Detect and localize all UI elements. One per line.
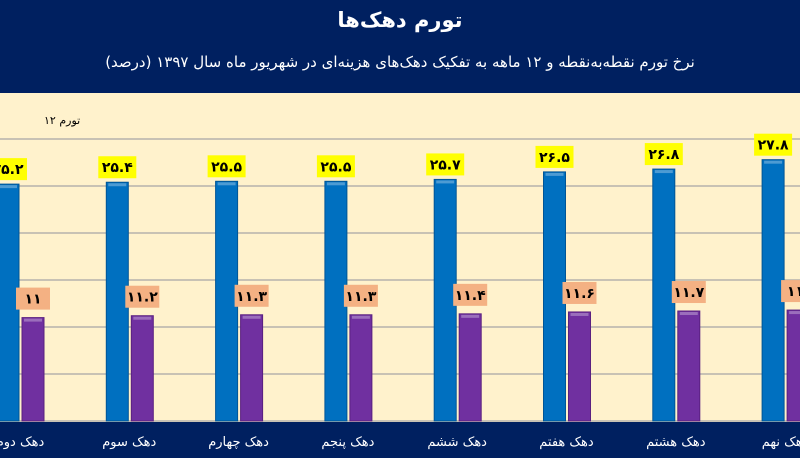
bar-highlight (764, 160, 783, 164)
category-axis-band (0, 422, 800, 458)
bar-highlight (24, 318, 42, 322)
bar-highlight (654, 170, 673, 174)
category-label: دهک چهارم (208, 435, 269, 450)
data-label-box (671, 281, 706, 304)
bar-highlight (108, 183, 127, 187)
chart-subtitle: نرخ تورم نقطه‌به‌نقطه و ۱۲ ماهه به تفکیک… (105, 53, 695, 71)
category-label: دهک پنجم (321, 435, 374, 450)
bar-point-to-point (105, 181, 129, 422)
data-label-box (16, 287, 50, 310)
data-label-box (754, 133, 793, 156)
data-label-box (562, 281, 597, 304)
data-label: ۲۵.۲ (0, 162, 24, 178)
bar-12-month (458, 313, 482, 422)
bar-12-month (130, 315, 154, 422)
data-label: ۲۶.۸ (648, 147, 679, 163)
category-label: دهک هشتم (646, 435, 706, 450)
bar-highlight (436, 180, 455, 184)
data-label-box (644, 143, 683, 166)
data-label: ۱۱.۳ (236, 289, 267, 305)
data-label: ۱۱ (24, 292, 41, 308)
bar-highlight (570, 312, 589, 316)
bar-point-to-point (433, 178, 457, 422)
bar-highlight (789, 311, 800, 315)
bar-12-month (240, 314, 264, 422)
legend-text: تورم ۱۲ (44, 114, 80, 127)
bar-point-to-point (761, 159, 785, 422)
bar-highlight (133, 316, 152, 320)
bar-highlight (217, 182, 236, 186)
bar-point-to-point (215, 180, 239, 422)
data-label: ۲۵.۷ (430, 157, 461, 173)
bar-highlight (351, 315, 370, 319)
bar-12-month (21, 317, 45, 422)
chart-title: تورم دهک‌ها (337, 8, 463, 32)
category-label: دهک هفتم (539, 435, 594, 450)
bar-12-month (568, 311, 591, 422)
data-label-box (0, 158, 27, 181)
data-label: ۱۱.۲ (127, 290, 158, 306)
data-label-box (207, 155, 246, 178)
data-label-box (453, 283, 488, 306)
data-label-box (234, 284, 269, 307)
bar-12-month (786, 309, 800, 422)
data-label-box (98, 156, 137, 179)
bar-point-to-point (324, 180, 348, 422)
bar-highlight (242, 315, 261, 319)
bar-highlight (326, 182, 345, 186)
data-label-box (781, 280, 800, 303)
data-label-box (343, 284, 378, 307)
category-label: دهک دوم (0, 435, 44, 450)
data-label: ۲۵.۴ (102, 160, 133, 176)
data-label-box (535, 145, 574, 168)
data-label: ۲۵.۵ (320, 159, 351, 175)
category-label: دهک سوم (102, 435, 156, 450)
data-label: ۲۷.۸ (758, 138, 789, 154)
data-label: ۱۱.۶ (564, 286, 595, 302)
data-label: ۱۱.۴ (455, 288, 486, 304)
data-label: ۲۶.۵ (539, 150, 570, 166)
bar-12-month (677, 310, 701, 422)
chart-header: تورم دهک‌ها نرخ تورم نقطه‌به‌نقطه و ۱۲ م… (0, 0, 800, 93)
category-label: دهک ششم (427, 435, 487, 450)
bar-highlight (0, 185, 17, 189)
bar-point-to-point (652, 168, 676, 422)
data-label-box (426, 153, 465, 176)
bar-highlight (679, 312, 698, 316)
bar-12-month (349, 314, 373, 422)
data-label: ۱۱. (787, 284, 800, 300)
category-label: دهک نهم (762, 435, 800, 450)
data-label-box (316, 155, 355, 178)
bar-point-to-point (543, 171, 566, 422)
bar-highlight (461, 314, 480, 318)
data-label: ۱۱.۷ (673, 285, 704, 301)
data-label-box (125, 285, 160, 308)
data-label: ۲۵.۵ (211, 159, 242, 175)
data-label: ۱۱.۳ (345, 289, 376, 305)
bar-highlight (545, 172, 564, 176)
